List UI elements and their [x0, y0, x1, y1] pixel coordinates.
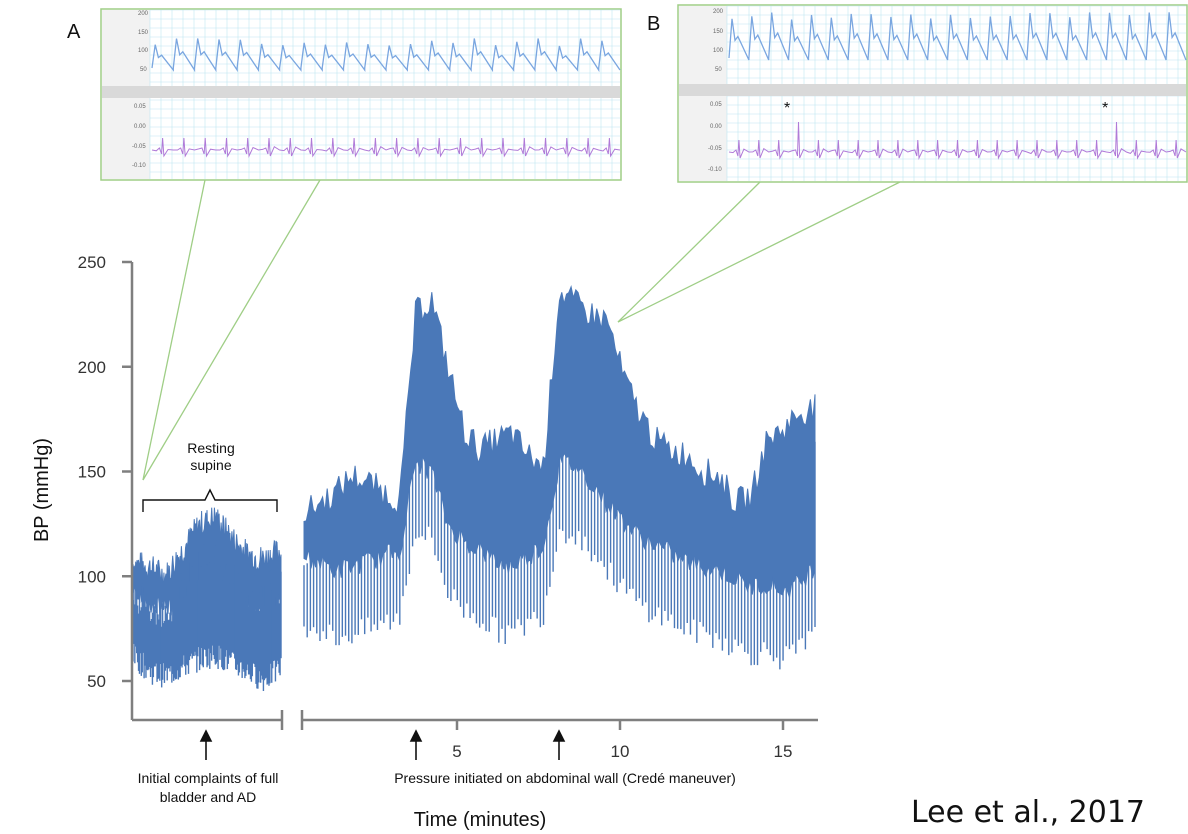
- callout-a-right: [142, 179, 321, 481]
- inset-a-ecg-tick: 0.05: [134, 104, 146, 110]
- inset-b-ecg-tick: -0.10: [708, 167, 722, 173]
- inset-b-ecg-tick: 0.05: [710, 102, 722, 108]
- inset-b-marker: *: [784, 100, 790, 117]
- inset-a-ecg-tick: -0.05: [132, 144, 146, 150]
- y-tick-label: 150: [78, 463, 106, 482]
- callout-lines: [142, 179, 901, 481]
- y-tick-label: 100: [78, 567, 106, 586]
- inset-b-marker: *: [1102, 100, 1108, 117]
- x-tick-label: 5: [452, 742, 461, 761]
- inset-a-bp-trace: [151, 38, 621, 73]
- inset-a-bp-tick: 50: [140, 67, 147, 73]
- inset-b-ecg-tick: -0.05: [708, 146, 722, 152]
- callout-b-right: [617, 181, 901, 323]
- inset-a-bp-tick: 200: [138, 11, 149, 17]
- callout-a-left: [142, 179, 206, 481]
- inset-b-bp-tick: 200: [713, 9, 724, 15]
- y-axis-label: BP (mmHg): [31, 438, 53, 542]
- inset-b-ecg-tick: 0.00: [710, 124, 722, 130]
- y-tick-label: 50: [87, 672, 106, 691]
- arrow-crede-2: [552, 729, 566, 760]
- inset-a-separator: [102, 86, 620, 98]
- y-ticks: 50 100 150 200 250: [78, 253, 132, 691]
- inset-b-bp-tick: 50: [715, 67, 722, 73]
- citation: Lee et al., 2017: [911, 795, 1145, 830]
- inset-b-bp-ticks: 200 150 100 50: [713, 9, 724, 73]
- initial-complaints-line1: Initial complaints of full: [138, 770, 279, 786]
- inset-a-bp-tick: 150: [138, 30, 149, 36]
- y-tick-label: 200: [78, 358, 106, 377]
- crede-annotation: Pressure initiated on abdominal wall (Cr…: [394, 770, 736, 786]
- resting-bracket: [142, 488, 278, 512]
- initial-complaints-line2: bladder and AD: [160, 789, 257, 805]
- x-axis-label: Time (minutes): [414, 809, 547, 831]
- inset-b-ecg-trace: [728, 121, 1187, 160]
- inset-a-label: A: [67, 21, 81, 43]
- inset-b-label: B: [647, 13, 660, 35]
- bp-trace-segment-2-beats: [303, 321, 816, 670]
- callout-b-left: [617, 181, 761, 323]
- inset-a: A 200 150 100 50 0.05 0.00 -0.05 -0.10: [67, 8, 622, 181]
- inset-a-bp-ticks: 200 150 100 50: [138, 11, 149, 73]
- inset-b: B 200 150 100 50 0.05 0.00 -0.05 -0.10 *…: [647, 4, 1188, 183]
- main-chart: 50 100 150 200 250 5 10 15 BP (mmHg) Time (min…: [31, 253, 818, 831]
- resting-label-line2: supine: [190, 457, 231, 473]
- inset-a-ecg-ticks: 0.05 0.00 -0.05 -0.10: [132, 104, 146, 169]
- inset-b-bp-tick: 100: [713, 48, 724, 54]
- bp-trace-segment-1-beats: [132, 540, 282, 691]
- x-ticks: 5 10 15: [452, 720, 792, 761]
- y-tick-label: 250: [78, 253, 106, 272]
- inset-b-bp-trace: [728, 12, 1187, 61]
- arrow-crede-1: [409, 729, 423, 760]
- inset-a-ecg-trace: [151, 137, 621, 158]
- arrow-initial-complaints: [199, 729, 213, 760]
- x-tick-label: 10: [611, 742, 630, 761]
- event-arrows: [199, 729, 566, 760]
- inset-b-ecg-ticks: 0.05 0.00 -0.05 -0.10: [708, 102, 722, 173]
- x-tick-label: 15: [774, 742, 793, 761]
- inset-a-ecg-tick: 0.00: [134, 124, 146, 130]
- inset-b-bp-tick: 150: [713, 29, 724, 35]
- inset-a-ecg-tick: -0.10: [132, 163, 146, 169]
- inset-a-bp-tick: 100: [138, 48, 149, 54]
- resting-label-line1: Resting: [187, 440, 234, 456]
- inset-b-separator: [679, 84, 1186, 96]
